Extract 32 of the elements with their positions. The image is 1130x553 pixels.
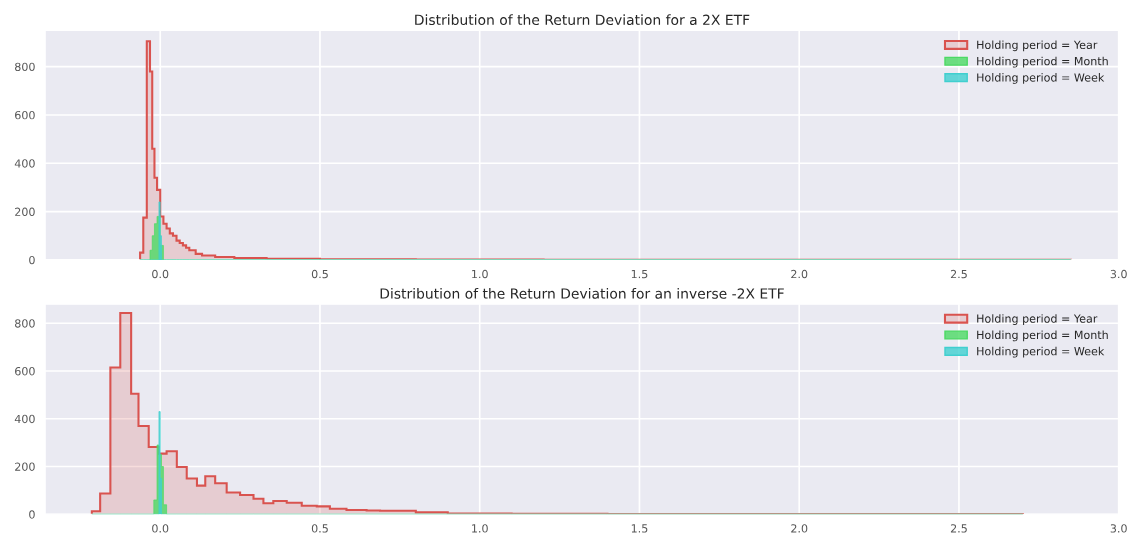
x-tick-label: 2.0	[791, 524, 808, 533]
x-tick-label: 1.0	[472, 269, 488, 279]
y-tick-label: 400	[14, 159, 35, 168]
x-tick-label: 2.0	[791, 269, 808, 279]
x-tick-label: 0.0	[152, 524, 169, 533]
legend-label: Holding period = Month	[977, 56, 1108, 68]
x-tick-label: 1.0	[472, 524, 488, 533]
legend-label: Holding period = Year	[977, 40, 1098, 52]
y-tick-label: 800	[15, 319, 35, 328]
legend-label: Holding period = Week	[977, 73, 1105, 84]
x-tick-label: 0.5	[311, 269, 328, 279]
x-tick-label: 2.5	[950, 524, 967, 533]
y-tick-label: 200	[15, 207, 35, 216]
y-tick-label: 800	[15, 62, 35, 72]
x-tick-label: 3.0	[1110, 269, 1127, 279]
x-tick-label: 2.5	[950, 269, 967, 279]
y-tick-label: 600	[15, 110, 35, 120]
y-tick-label: 400	[14, 414, 35, 424]
legend-label: Holding period = Month	[977, 330, 1108, 342]
chart-title: Distribution of the Return Deviation for an inverse -2X ETF	[380, 288, 784, 299]
x-tick-label: 1.5	[631, 269, 648, 279]
x-tick-label: 0.5	[311, 524, 328, 533]
y-tick-label: 600	[15, 366, 35, 376]
y-tick-label: 0	[29, 255, 35, 265]
x-tick-label: 0.0	[152, 269, 169, 279]
legend-label: Holding period = Week	[977, 346, 1105, 358]
y-tick-label: 0	[29, 510, 35, 519]
x-tick-label: 3.0	[1110, 524, 1127, 533]
x-tick-label: 1.5	[631, 524, 648, 533]
y-tick-label: 200	[15, 462, 35, 471]
legend-label: Holding period = Year	[977, 314, 1098, 325]
chart-title: Distribution of the Return Deviation for a 2X ETF	[415, 14, 750, 26]
